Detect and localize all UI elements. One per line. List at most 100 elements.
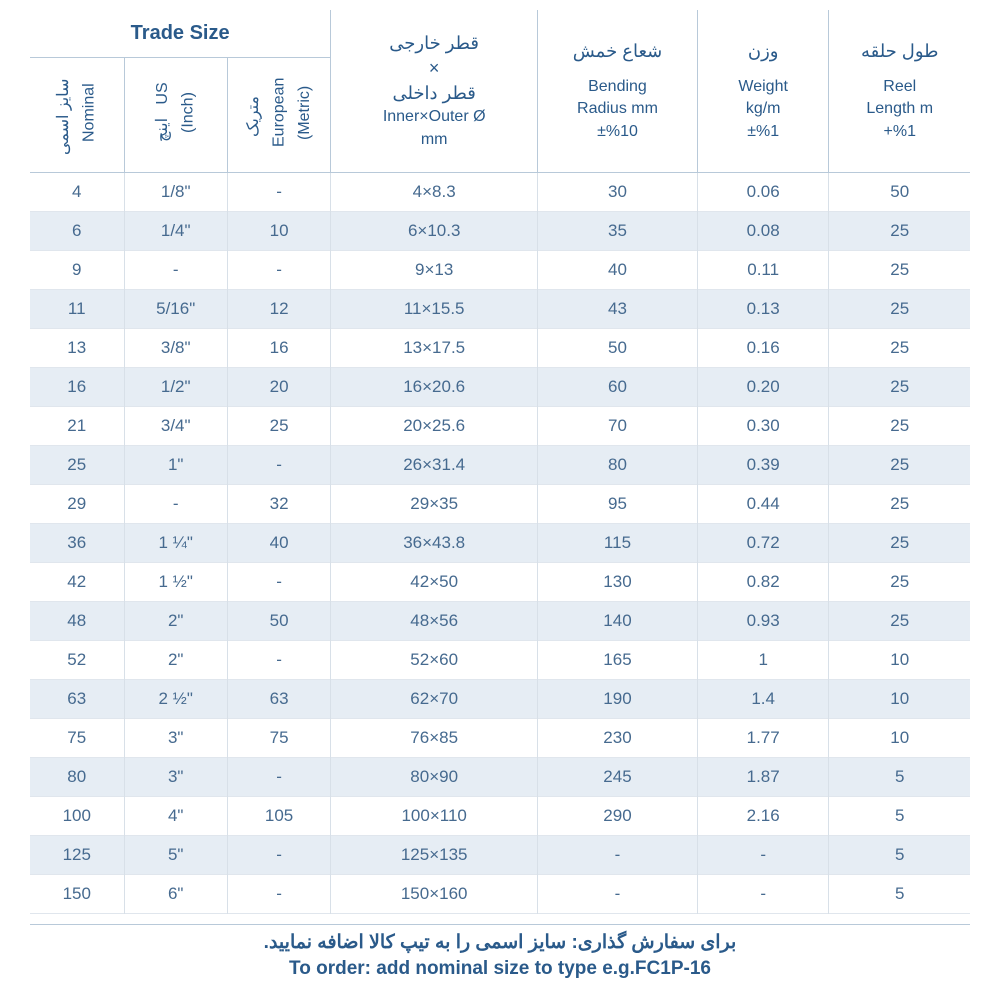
table-cell: 2" — [124, 602, 227, 641]
table-cell: 25 — [829, 446, 970, 485]
table-cell: 25 — [829, 290, 970, 329]
table-cell: 25 — [227, 407, 330, 446]
table-cell: 245 — [538, 758, 698, 797]
table-cell: 25 — [829, 407, 970, 446]
table-cell: 10 — [227, 212, 330, 251]
table-cell: 140 — [538, 602, 698, 641]
table-cell: 5" — [124, 836, 227, 875]
table-cell: 80 — [538, 446, 698, 485]
table-cell: 5 — [829, 797, 970, 836]
trade-size-header: Trade Size — [30, 10, 331, 58]
table-cell: 25 — [829, 602, 970, 641]
col-weight-header: وزن Weight kg/m ±%1 — [697, 10, 829, 173]
footer-en: To order: add nominal size to type e.g.F… — [30, 958, 970, 980]
col-diameter-header: قطر خارجی × قطر داخلی Inner×Outer Ø mm — [331, 10, 538, 173]
table-cell: 3/8" — [124, 329, 227, 368]
header-text: European (Metric) — [270, 78, 313, 147]
col-bending-header: شعاع خمش Bending Radius mm ±%10 — [538, 10, 698, 173]
table-cell: 80 — [30, 758, 124, 797]
table-cell: 29 — [30, 485, 124, 524]
table-cell: 230 — [538, 719, 698, 758]
table-cell: 48 — [30, 602, 124, 641]
table-cell: 12 — [227, 290, 330, 329]
table-cell: 13×17.5 — [331, 329, 538, 368]
table-cell: 62×70 — [331, 680, 538, 719]
table-cell: 21 — [30, 407, 124, 446]
table-row: 213/4"2520×25.6700.3025 — [30, 407, 970, 446]
table-row: 803"-80×902451.875 — [30, 758, 970, 797]
table-row: 115/16"1211×15.5430.1325 — [30, 290, 970, 329]
header-text: طول حلقه — [835, 39, 964, 64]
table-cell: 1 ¼" — [124, 524, 227, 563]
table-cell: - — [227, 173, 330, 212]
table-cell: 1.4 — [697, 680, 829, 719]
table-cell: 25 — [829, 251, 970, 290]
col-metric-header: متریک European (Metric) — [227, 58, 330, 173]
table-cell: 42×50 — [331, 563, 538, 602]
header-text: Radius mm — [544, 98, 691, 120]
table-cell: 76×85 — [331, 719, 538, 758]
table-cell: 1 — [697, 641, 829, 680]
table-cell: 10 — [829, 719, 970, 758]
col-nominal-header: سایز اسمی Nominal — [30, 58, 124, 173]
table-cell: 5 — [829, 836, 970, 875]
table-row: 1004"105100×1102902.165 — [30, 797, 970, 836]
header-text: × — [337, 56, 531, 81]
table-row: 1506"-150×160--5 — [30, 875, 970, 914]
table-row: 41/8"-4×8.3300.0650 — [30, 173, 970, 212]
table-row: 522"-52×60165110 — [30, 641, 970, 680]
table-cell: 75 — [227, 719, 330, 758]
table-cell: 150×160 — [331, 875, 538, 914]
table-cell: - — [697, 836, 829, 875]
table-cell: - — [697, 875, 829, 914]
table-cell: - — [124, 251, 227, 290]
table-cell: 30 — [538, 173, 698, 212]
table-cell: - — [227, 875, 330, 914]
table-cell: 25 — [30, 446, 124, 485]
table-body: 41/8"-4×8.3300.065061/4"106×10.3350.0825… — [30, 173, 970, 914]
table-cell: 10 — [829, 641, 970, 680]
table-cell: 3" — [124, 758, 227, 797]
table-cell: 52×60 — [331, 641, 538, 680]
table-cell: 2 ½" — [124, 680, 227, 719]
specifications-table: Trade Size قطر خارجی × قطر داخلی Inner×O… — [30, 10, 970, 914]
table-cell: 11 — [30, 290, 124, 329]
table-cell: 36×43.8 — [331, 524, 538, 563]
table-cell: 1/2" — [124, 368, 227, 407]
table-cell: 13 — [30, 329, 124, 368]
table-cell: - — [227, 836, 330, 875]
table-cell: 50 — [227, 602, 330, 641]
table-cell: 26×31.4 — [331, 446, 538, 485]
footer-fa: برای سفارش گذاری: سایز اسمی را به تیپ کا… — [30, 931, 970, 954]
table-cell: 95 — [538, 485, 698, 524]
table-cell: 0.72 — [697, 524, 829, 563]
table-cell: - — [538, 875, 698, 914]
header-text: kg/m — [704, 98, 823, 120]
table-cell: 1.87 — [697, 758, 829, 797]
table-cell: 25 — [829, 485, 970, 524]
table-cell: - — [227, 563, 330, 602]
table-cell: 25 — [829, 368, 970, 407]
table-cell: 6 — [30, 212, 124, 251]
table-cell: 0.93 — [697, 602, 829, 641]
table-cell: 50 — [538, 329, 698, 368]
table-cell: 9×13 — [331, 251, 538, 290]
table-cell: 20×25.6 — [331, 407, 538, 446]
header-text: وزن — [704, 39, 823, 64]
table-cell: 42 — [30, 563, 124, 602]
table-row: 361 ¼"4036×43.81150.7225 — [30, 524, 970, 563]
header-text: اینچ — [154, 118, 171, 142]
table-cell: 52 — [30, 641, 124, 680]
table-row: 61/4"106×10.3350.0825 — [30, 212, 970, 251]
header-text: شعاع خمش — [544, 39, 691, 64]
table-cell: 0.06 — [697, 173, 829, 212]
table-cell: - — [227, 251, 330, 290]
col-us-inch-header: اینچ US (Inch) — [124, 58, 227, 173]
table-cell: 63 — [30, 680, 124, 719]
table-row: 482"5048×561400.9325 — [30, 602, 970, 641]
table-cell: 105 — [227, 797, 330, 836]
header-text: متریک — [245, 96, 262, 137]
header-text: Bending — [544, 76, 691, 98]
table-cell: 5 — [829, 875, 970, 914]
table-cell: 29×35 — [331, 485, 538, 524]
